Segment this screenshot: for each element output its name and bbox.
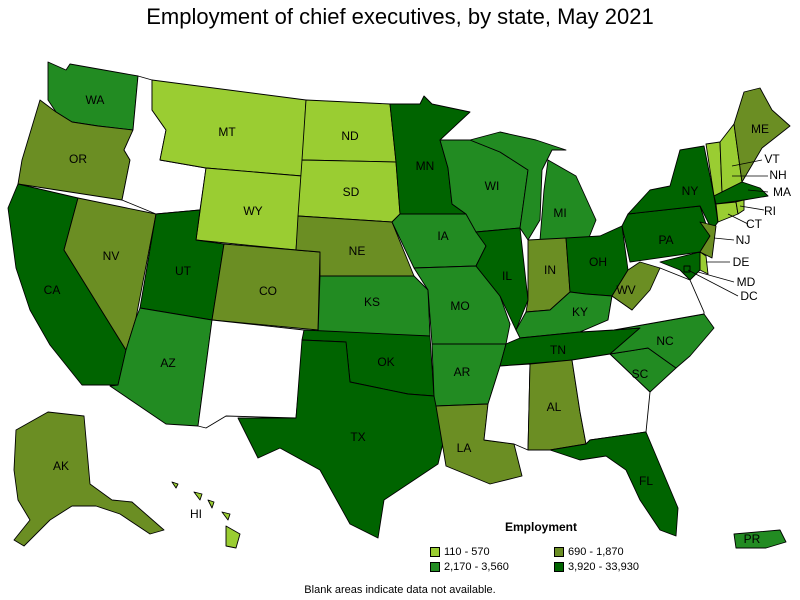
state-label-RI: RI xyxy=(764,204,776,218)
state-label-ND: ND xyxy=(341,129,359,143)
state-label-MD: MD xyxy=(737,275,756,289)
state-NJ[interactable] xyxy=(699,221,717,259)
legend-swatch xyxy=(430,562,440,572)
footnote: Blank areas indicate data not available. xyxy=(304,584,496,596)
state-HI[interactable] xyxy=(171,481,241,549)
state-label-OK: OK xyxy=(377,355,394,369)
state-label-WY: WY xyxy=(243,204,262,218)
state-IL[interactable] xyxy=(475,227,529,331)
state-label-AL: AL xyxy=(547,400,562,414)
leader-line xyxy=(731,159,763,167)
state-FL[interactable] xyxy=(549,431,679,537)
legend-title: Employment xyxy=(505,520,578,534)
state-AK[interactable] xyxy=(13,411,165,547)
legend-swatch xyxy=(430,547,440,557)
state-label-AR: AR xyxy=(454,365,471,379)
state-label-IN: IN xyxy=(544,263,556,277)
state-label-HI: HI xyxy=(190,507,202,521)
state-KS[interactable] xyxy=(317,275,431,337)
state-VA[interactable] xyxy=(579,267,705,333)
state-label-WA: WA xyxy=(86,93,105,107)
state-label-IA: IA xyxy=(437,229,448,243)
state-label-WI: WI xyxy=(485,179,500,193)
legend-item-3: 2,170 - 3,560 xyxy=(430,561,509,573)
state-label-FL: FL xyxy=(639,474,653,488)
state-label-DE: DE xyxy=(733,255,750,269)
state-label-SD: SD xyxy=(343,185,360,199)
legend-swatch xyxy=(554,562,564,572)
state-label-MI: MI xyxy=(553,206,566,220)
state-label-KY: KY xyxy=(572,305,588,319)
legend-label: 690 - 1,870 xyxy=(568,546,624,558)
state-RI[interactable] xyxy=(735,199,745,215)
leader-line xyxy=(697,271,735,283)
state-PR[interactable] xyxy=(733,529,787,549)
leader-line xyxy=(713,237,735,241)
state-label-AK: AK xyxy=(53,459,69,473)
state-DC[interactable] xyxy=(683,265,691,273)
state-label-SC: SC xyxy=(632,367,649,381)
legend-item-1: 110 - 570 xyxy=(430,546,490,558)
state-CT[interactable] xyxy=(715,201,739,223)
leader-line xyxy=(687,269,739,297)
state-label-MA: MA xyxy=(773,185,791,199)
state-WV[interactable] xyxy=(611,261,661,311)
state-NC[interactable] xyxy=(609,313,715,369)
legend-item-4: 3,920 - 33,930 xyxy=(554,561,639,573)
state-label-NV: NV xyxy=(103,249,120,263)
state-label-NE: NE xyxy=(349,244,366,258)
leader-line xyxy=(747,189,769,193)
state-label-OH: OH xyxy=(589,255,607,269)
state-TX[interactable] xyxy=(237,339,447,539)
state-label-IL: IL xyxy=(502,269,512,283)
state-label-UT: UT xyxy=(175,264,192,278)
state-NY[interactable] xyxy=(627,145,719,231)
state-label-PA: PA xyxy=(658,233,673,247)
state-label-WV: WV xyxy=(616,283,635,297)
leader-line xyxy=(727,213,749,225)
state-label-ME: ME xyxy=(751,122,769,136)
legend-label: 2,170 - 3,560 xyxy=(444,561,509,573)
state-label-NC: NC xyxy=(656,334,674,348)
state-label-NH: NH xyxy=(769,168,786,182)
state-label-CO: CO xyxy=(259,284,277,298)
state-NM[interactable] xyxy=(197,319,305,429)
map-title: Employment of chief executives, by state… xyxy=(146,4,654,29)
legend-swatch xyxy=(554,547,564,557)
state-MD[interactable] xyxy=(659,251,701,281)
state-label-VT: VT xyxy=(764,152,780,166)
state-label-MN: MN xyxy=(416,159,435,173)
legend-label: 110 - 570 xyxy=(444,546,490,558)
state-label-NJ: NJ xyxy=(736,233,751,247)
legend-item-2: 690 - 1,870 xyxy=(554,546,624,558)
state-label-OR: OR xyxy=(69,152,87,166)
state-label-MO: MO xyxy=(450,299,469,313)
state-label-NY: NY xyxy=(682,184,699,198)
state-label-LA: LA xyxy=(457,441,472,455)
state-label-CA: CA xyxy=(44,283,61,297)
legend-label: 3,920 - 33,930 xyxy=(568,561,639,573)
state-label-TN: TN xyxy=(550,343,566,357)
state-label-AZ: AZ xyxy=(160,356,175,370)
state-label-KS: KS xyxy=(364,295,380,309)
state-label-MT: MT xyxy=(218,125,236,139)
state-label-DC: DC xyxy=(740,289,758,303)
leader-line xyxy=(739,205,765,211)
state-label-CT: CT xyxy=(746,217,763,231)
state-label-PR: PR xyxy=(744,532,761,546)
state-label-TX: TX xyxy=(350,430,365,444)
